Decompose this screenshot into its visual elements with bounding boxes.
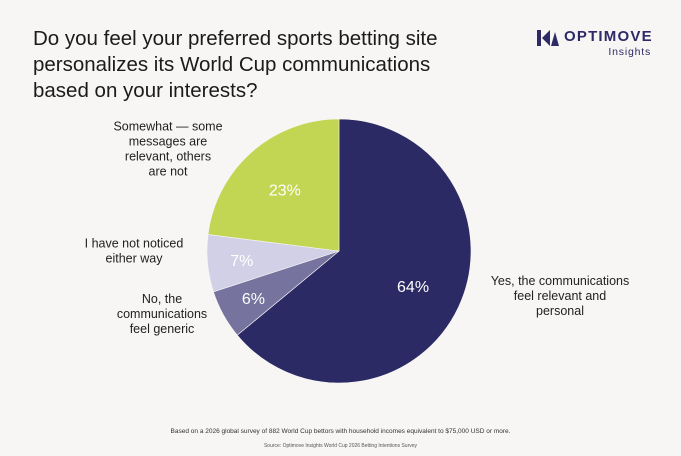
chart-title-line-3: based on your interests?: [33, 79, 258, 102]
optimove-logo: OPTIMOVE Insights: [537, 28, 655, 60]
optimove-logo-icon: [537, 30, 559, 46]
slice-value-label-4: 23%: [269, 183, 301, 200]
slice-category-label-3-line-1: I have not noticed: [85, 237, 184, 251]
slice-value-label-2: 6%: [242, 291, 265, 308]
slice-value-label-3: 7%: [230, 253, 253, 270]
slice-category-label-3-line-2: either way: [106, 252, 164, 266]
slice-category-label-4-line-3: relevant, others: [125, 150, 211, 164]
chart-title-line-1: Do you feel your preferred sports bettin…: [33, 27, 438, 50]
slice-category-label-2-line-2: communications: [117, 307, 207, 321]
slice-category-label-1-line-2: feel relevant and: [514, 289, 606, 303]
pie-slice-1: [236, 118, 472, 384]
survey-footnote: Based on a 2026 global survey of 882 Wor…: [170, 428, 511, 435]
brand-subtitle: Insights: [608, 46, 651, 58]
source-note: Source: Optimove Insights World Cup 2026…: [263, 443, 418, 449]
slice-category-label-1-line-1: Yes, the communications: [491, 274, 630, 288]
slice-category-label-2-line-1: No, the: [142, 292, 182, 306]
slice-category-label-2-line-3: feel generic: [130, 322, 195, 336]
slice-value-label-1: 64%: [397, 279, 429, 296]
slice-category-label-4-line-4: are not: [149, 165, 188, 179]
pie-slice-4: [207, 118, 340, 252]
brand-name: OPTIMOVE: [564, 28, 653, 45]
slice-category-label-1-line-3: personal: [536, 304, 584, 318]
slice-category-label-4-line-1: Somewhat — some: [113, 120, 222, 134]
chart-title: Do you feel your preferred sports bettin…: [33, 26, 503, 104]
slice-category-label-4-line-2: messages are: [129, 135, 208, 149]
chart-title-line-2: personalizes its World Cup communication…: [33, 53, 431, 76]
